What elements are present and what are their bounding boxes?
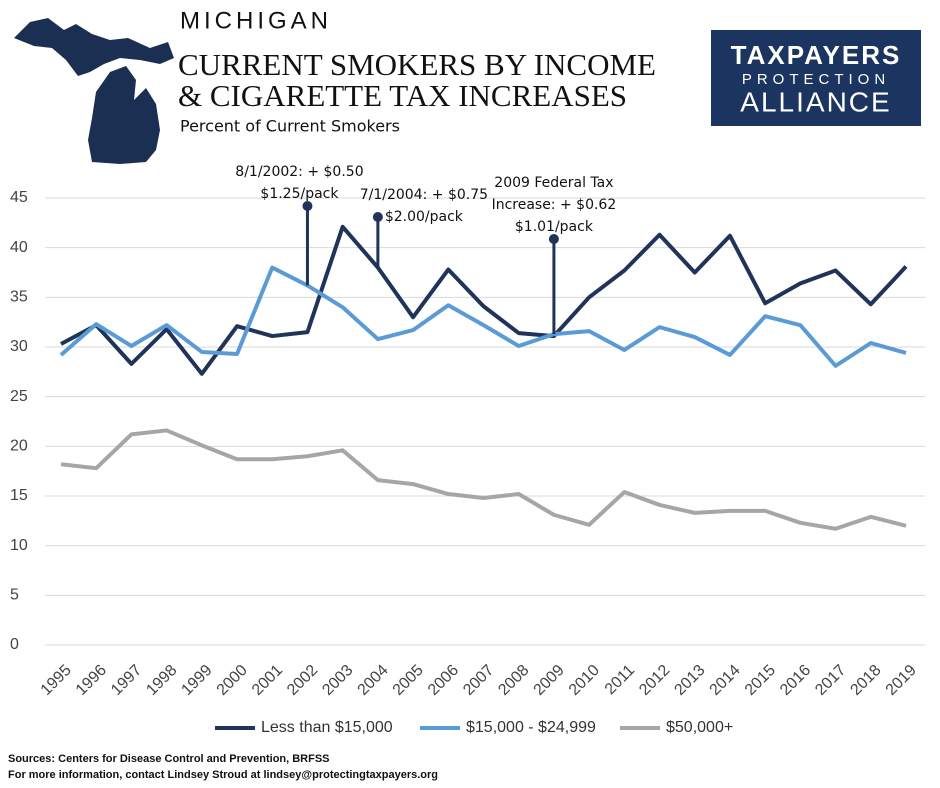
x-tick-label: 2006 bbox=[425, 662, 462, 699]
x-tick-label: 2003 bbox=[319, 662, 356, 699]
chart-subtitle: Percent of Current Smokers bbox=[180, 117, 400, 136]
annotation-dot bbox=[302, 201, 313, 211]
annotation-text: $1.01/pack bbox=[515, 219, 594, 235]
series-line bbox=[59, 265, 907, 368]
legend-label: $15,000 - $24,999 bbox=[466, 719, 596, 736]
michigan-map bbox=[14, 18, 174, 164]
annotation-text: Increase: + $0.62 bbox=[492, 197, 617, 213]
y-tick-label: 25 bbox=[10, 388, 28, 405]
x-tick-label: 2013 bbox=[671, 662, 708, 699]
x-tick-label: 2002 bbox=[284, 662, 321, 699]
annotation-text: 8/1/2002: + $0.50 bbox=[235, 164, 363, 180]
annotation-text: 2009 Federal Tax bbox=[494, 175, 613, 191]
y-tick-label: 35 bbox=[10, 289, 28, 306]
x-tick-label: 2001 bbox=[249, 662, 286, 699]
x-tick-label: 2014 bbox=[707, 662, 744, 699]
x-tick-label: 1997 bbox=[108, 662, 145, 699]
logo-box bbox=[711, 30, 921, 126]
x-tick-label: 2005 bbox=[390, 662, 427, 699]
x-tick-label: 1995 bbox=[38, 662, 75, 699]
chart-title: & CIGARETTE TAX INCREASES bbox=[178, 78, 627, 113]
logo-text: PROTECTION bbox=[742, 71, 890, 88]
y-tick-label: 45 bbox=[10, 189, 28, 206]
source-note: Sources: Centers for Disease Control and… bbox=[8, 753, 330, 765]
annotation-text: $2.00/pack bbox=[385, 209, 464, 225]
x-tick-label: 2000 bbox=[214, 662, 251, 699]
x-tick-label: 2016 bbox=[777, 662, 814, 699]
series-line bbox=[60, 428, 907, 531]
x-tick-label: 2008 bbox=[495, 662, 532, 699]
y-tick-label: 10 bbox=[10, 537, 28, 554]
y-tick-label: 20 bbox=[10, 438, 28, 455]
x-tick-label: 1996 bbox=[73, 662, 110, 699]
x-tick-label: 2011 bbox=[602, 662, 638, 698]
logo-text: TAXPAYERS bbox=[731, 40, 902, 70]
x-tick-label: 1998 bbox=[143, 662, 180, 699]
y-tick-label: 15 bbox=[10, 487, 28, 504]
chart-title: CURRENT SMOKERS BY INCOME bbox=[178, 47, 656, 82]
y-tick-label: 0 bbox=[10, 636, 19, 653]
y-tick-label: 40 bbox=[10, 239, 28, 256]
x-tick-label: 1999 bbox=[178, 662, 215, 699]
x-tick-label: 2010 bbox=[566, 662, 603, 699]
y-tick-label: 30 bbox=[10, 338, 28, 355]
source-note: For more information, contact Lindsey St… bbox=[8, 769, 438, 781]
y-tick-label: 5 bbox=[10, 587, 19, 604]
legend-label: Less than $15,000 bbox=[261, 719, 393, 736]
x-tick-label: 2019 bbox=[883, 662, 920, 699]
x-tick-label: 2015 bbox=[742, 662, 779, 699]
x-tick-label: 2018 bbox=[847, 662, 884, 699]
annotation-text: $1.25/pack bbox=[260, 186, 339, 202]
series-line bbox=[60, 224, 908, 376]
x-tick-label: 2004 bbox=[354, 662, 391, 699]
x-tick-label: 2007 bbox=[460, 662, 497, 699]
x-tick-label: 2012 bbox=[636, 662, 673, 699]
x-tick-label: 2009 bbox=[531, 662, 568, 699]
state-name: MICHIGAN bbox=[180, 7, 332, 34]
legend-label: $50,000+ bbox=[666, 719, 733, 736]
logo-text: ALLIANCE bbox=[740, 86, 891, 117]
x-tick-label: 2017 bbox=[812, 662, 849, 699]
annotation-dot bbox=[548, 234, 559, 244]
annotation-dot bbox=[372, 212, 383, 222]
annotation-text: 7/1/2004: + $0.75 bbox=[360, 187, 488, 203]
